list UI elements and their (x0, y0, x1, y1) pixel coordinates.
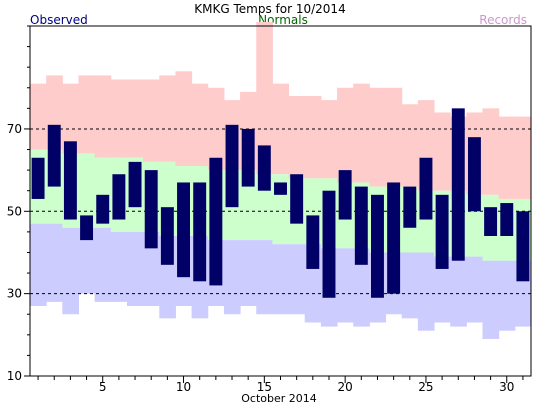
normal-low-band-day-14 (240, 240, 257, 306)
observed-bar-day-15 (257, 145, 271, 191)
observed-bar-day-17 (290, 174, 304, 224)
x-tick-label-5: 5 (99, 380, 107, 394)
record-band-day-16 (272, 83, 290, 175)
observed-bar-day-24 (403, 186, 417, 228)
normal-band-day-14 (240, 170, 257, 241)
record-band-day-8 (143, 79, 160, 162)
normal-low-band-day-27 (450, 256, 467, 327)
normal-low-band-day-15 (256, 240, 273, 315)
record-band-day-5 (94, 75, 112, 158)
record-band-day-4 (78, 75, 96, 154)
observed-bar-day-5 (96, 194, 110, 224)
record-band-day-18 (304, 96, 322, 179)
normal-low-band-day-21 (353, 248, 370, 327)
x-tick-label-25: 25 (418, 380, 433, 394)
observed-bar-day-2 (47, 124, 61, 187)
record-band-day-9 (159, 75, 176, 162)
record-band-day-31 (514, 116, 532, 199)
x-tick-label-30: 30 (499, 380, 514, 394)
legend-records: Records (479, 13, 527, 27)
observed-bar-day-31 (516, 211, 530, 282)
x-tick-label-10: 10 (176, 380, 191, 394)
observed-bar-day-6 (112, 174, 126, 220)
record-band-day-19 (320, 100, 338, 179)
record-band-day-7 (126, 79, 144, 158)
observed-bar-day-4 (80, 215, 94, 241)
record-band-day-26 (434, 112, 451, 191)
normal-low-band-day-6 (110, 231, 128, 302)
normal-low-band-day-8 (143, 231, 160, 306)
record-band-day-20 (337, 87, 354, 183)
observed-bar-day-28 (467, 137, 481, 212)
observed-bar-day-21 (354, 186, 368, 265)
observed-bar-day-25 (419, 157, 433, 220)
normal-low-band-day-1 (30, 223, 47, 306)
record-band-day-6 (110, 79, 128, 158)
observed-bar-day-10 (177, 182, 190, 278)
observed-bar-day-20 (338, 170, 352, 220)
observed-bar-day-23 (387, 182, 401, 294)
observed-bar-day-14 (241, 128, 255, 187)
normal-low-band-day-29 (482, 260, 500, 339)
y-tick-label-30: 30 (7, 287, 22, 301)
plot-area: 5 10 15 20 25 30 10 30 50 70 (7, 21, 532, 394)
x-tick-label-15: 15 (257, 380, 272, 394)
x-axis-label: October 2014 (241, 392, 317, 405)
observed-bar-day-12 (209, 157, 223, 286)
normal-low-band-day-5 (94, 227, 112, 302)
y-tick-label-10: 10 (7, 369, 22, 383)
observed-bar-day-22 (371, 194, 384, 298)
observed-bar-day-18 (306, 215, 320, 269)
observed-bar-day-19 (322, 190, 336, 298)
y-tick-label-50: 50 (7, 204, 22, 218)
observed-bar-day-29 (484, 207, 498, 236)
chart-title: KMKG Temps for 10/2014 (194, 2, 345, 16)
x-tick-label-20: 20 (338, 380, 353, 394)
observed-bar-day-27 (451, 108, 465, 261)
normal-low-band-day-25 (417, 252, 435, 331)
observed-bar-day-13 (225, 124, 239, 208)
observed-bar-day-11 (193, 182, 207, 282)
normal-low-band-day-26 (434, 256, 451, 323)
observed-bar-day-3 (63, 141, 77, 220)
observed-bar-day-9 (160, 207, 174, 265)
normal-low-band-day-4 (78, 227, 96, 294)
observed-bar-day-16 (274, 182, 287, 195)
normal-low-band-day-3 (62, 227, 79, 315)
observed-bar-day-1 (31, 157, 45, 199)
normal-low-band-day-30 (498, 260, 516, 331)
record-band-day-23 (385, 87, 403, 187)
record-band-day-1 (30, 83, 47, 150)
record-band-day-15 (256, 21, 273, 175)
record-band-day-3 (62, 83, 79, 154)
record-band-day-17 (288, 96, 306, 179)
normal-low-band-day-7 (126, 231, 144, 306)
y-tick-label-70: 70 (7, 122, 22, 136)
normal-low-band-day-17 (288, 244, 306, 315)
legend-observed: Observed (30, 13, 88, 27)
normal-low-band-day-13 (223, 240, 241, 315)
observed-bar-day-7 (128, 161, 142, 208)
observed-bar-day-8 (144, 170, 158, 249)
normal-low-band-day-2 (46, 223, 63, 302)
normal-band-day-4 (78, 153, 96, 228)
record-band-day-30 (498, 116, 516, 199)
record-band-day-22 (369, 87, 387, 187)
record-band-day-21 (353, 83, 370, 183)
record-band-day-10 (175, 71, 193, 166)
observed-bar-day-30 (500, 203, 514, 236)
normal-low-band-day-20 (337, 248, 354, 323)
normal-low-band-day-28 (466, 256, 484, 323)
record-band-day-24 (401, 104, 419, 187)
record-band-day-29 (482, 108, 500, 195)
observed-bar-day-26 (435, 194, 449, 269)
record-band-day-11 (191, 83, 209, 166)
normal-low-band-day-24 (401, 252, 419, 319)
normal-low-band-day-16 (272, 244, 290, 315)
